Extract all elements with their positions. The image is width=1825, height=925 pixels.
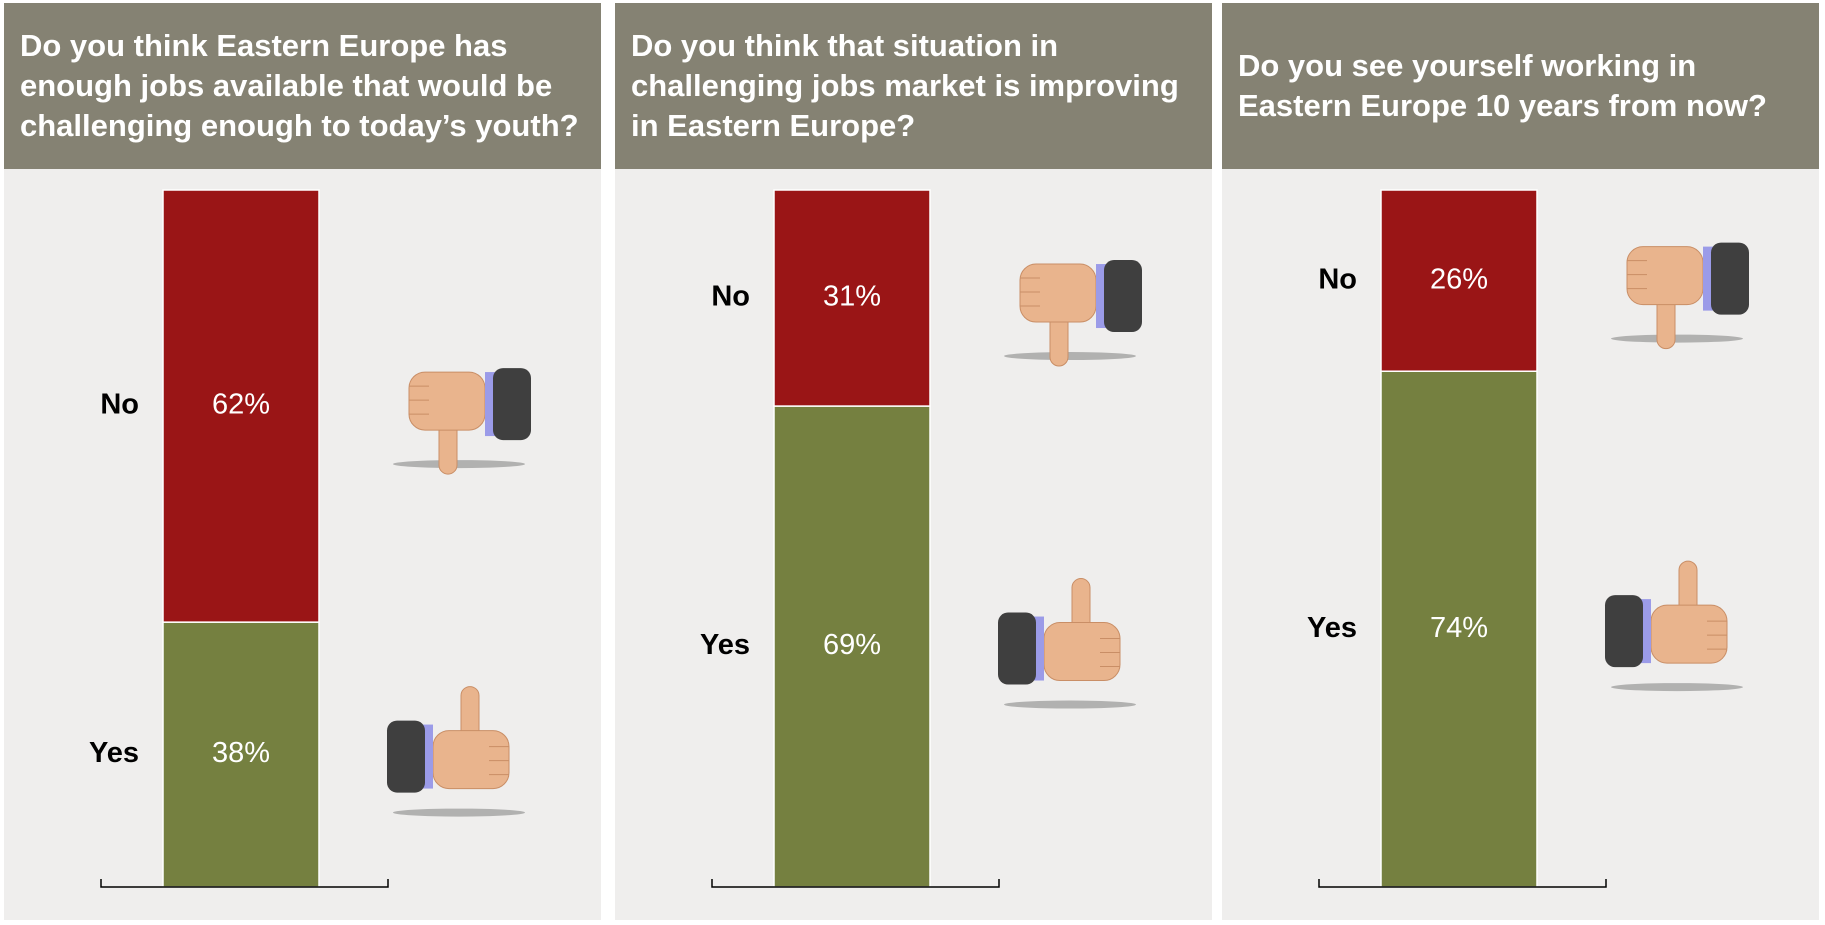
cuff-band xyxy=(1096,264,1106,329)
cuff xyxy=(387,720,425,793)
category-label: No xyxy=(100,389,139,421)
cuff xyxy=(998,612,1036,685)
bar-segment xyxy=(162,189,320,623)
cuff xyxy=(493,368,531,441)
chart: 38% Yes 62% No xyxy=(89,189,531,888)
value-label: 69% xyxy=(823,629,881,661)
value-label: 62% xyxy=(212,389,270,421)
cuff-band xyxy=(485,372,495,437)
bar-segment xyxy=(162,621,320,888)
chart-panel: Do you think that situation in challengi… xyxy=(615,3,1212,920)
category-label: No xyxy=(711,281,750,313)
thumb-shadow xyxy=(1611,334,1743,343)
value-label: 74% xyxy=(1430,612,1488,644)
cuff xyxy=(1711,242,1749,315)
value-label: 26% xyxy=(1430,263,1488,295)
value-label: 38% xyxy=(212,737,270,769)
axis-line xyxy=(100,879,389,888)
thumb-icon xyxy=(408,368,531,475)
category-label: Yes xyxy=(89,737,139,769)
axis-line xyxy=(1318,879,1607,888)
fist xyxy=(1043,622,1121,682)
fist xyxy=(1650,604,1728,664)
bar-segment xyxy=(1380,370,1538,888)
cuff-band xyxy=(1703,246,1713,311)
cuff xyxy=(1104,260,1142,333)
thumb-icon xyxy=(1019,260,1142,367)
chart-title: Do you think that situation in challengi… xyxy=(615,3,1212,169)
cuff-band xyxy=(1034,616,1044,681)
fist xyxy=(1019,263,1097,323)
chart: 69% Yes 31% No xyxy=(700,189,1142,888)
thumb-shadow xyxy=(1611,683,1743,692)
value-label: 31% xyxy=(823,281,881,313)
fist xyxy=(1626,246,1704,306)
chart-title: Do you see yourself working in Eastern E… xyxy=(1222,3,1819,169)
chart-panel: Do you think Eastern Europe has enough j… xyxy=(4,3,601,920)
category-label: Yes xyxy=(700,629,750,661)
chart: 74% Yes 26% No xyxy=(1307,189,1749,888)
cuff-band xyxy=(1641,599,1651,664)
chart-title: Do you think Eastern Europe has enough j… xyxy=(4,3,601,169)
thumb-icon xyxy=(387,686,510,793)
axis-line xyxy=(711,879,1000,888)
bar-segment xyxy=(1380,189,1538,372)
thumb-shadow xyxy=(1004,700,1136,709)
thumb-shadow xyxy=(393,808,525,817)
bar-segment xyxy=(773,405,931,888)
fist xyxy=(432,730,510,790)
thumb-icon xyxy=(1605,560,1728,668)
thumb-icon xyxy=(998,578,1121,685)
thumb-shadow xyxy=(393,460,525,469)
fist xyxy=(408,371,486,431)
chart-panel: Do you see yourself working in Eastern E… xyxy=(1222,3,1819,920)
cuff-band xyxy=(423,724,433,789)
thumb-shadow xyxy=(1004,352,1136,361)
bar-segment xyxy=(773,189,931,407)
category-label: No xyxy=(1318,263,1357,295)
thumb-icon xyxy=(1626,242,1749,350)
cuff xyxy=(1605,595,1643,668)
category-label: Yes xyxy=(1307,612,1357,644)
